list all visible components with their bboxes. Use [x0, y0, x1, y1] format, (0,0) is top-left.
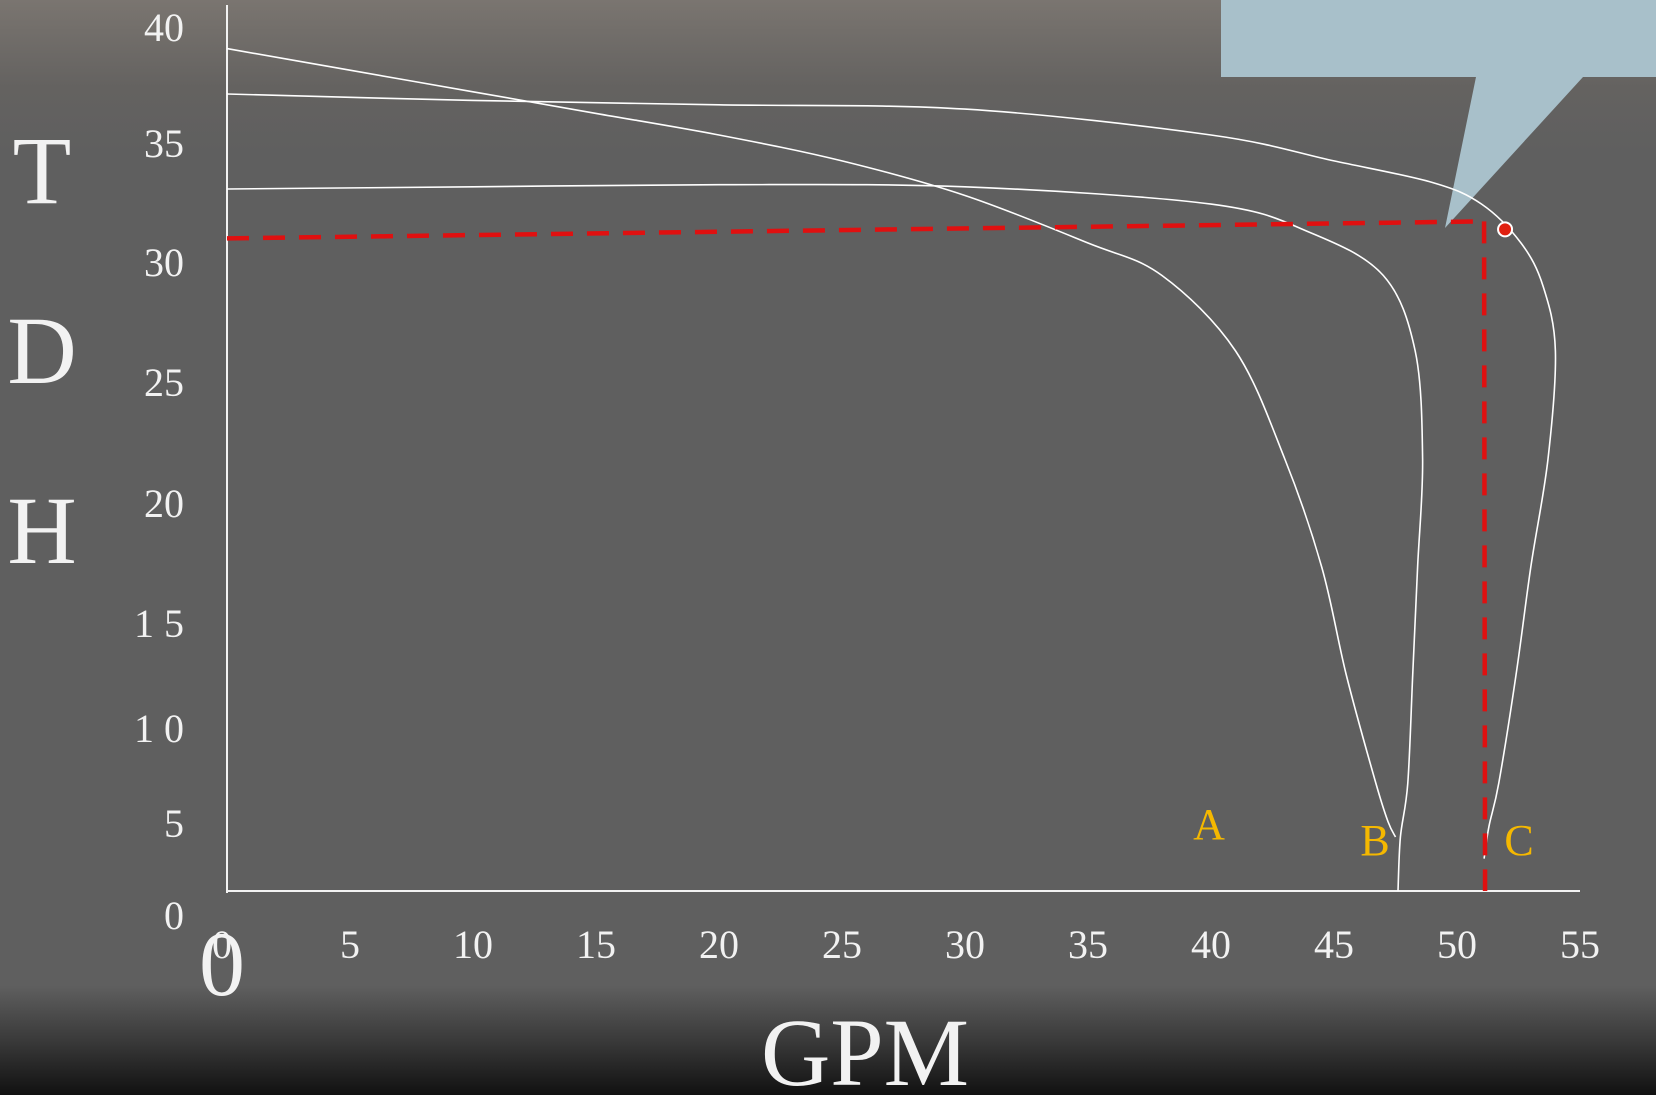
- x-tick-label: 25: [822, 922, 862, 967]
- x-tick-label: 45: [1314, 922, 1354, 967]
- series-label-b: B: [1360, 816, 1389, 865]
- x-tick-label: 10: [453, 922, 493, 967]
- operating-guides: [226, 219, 1514, 892]
- x-tick-label: 15: [576, 922, 616, 967]
- y-tick-label: 40: [144, 5, 184, 50]
- y-tick-label: 25: [144, 360, 184, 405]
- curve-b: [226, 183, 1424, 892]
- y-tick-label: 1 5: [134, 601, 184, 646]
- y-tick-label: 5: [164, 801, 184, 846]
- pump-curves: [226, 47, 1557, 892]
- x-tick-label: 30: [945, 922, 985, 967]
- x-tick-label: 5: [340, 922, 360, 967]
- x-tick-label: 50: [1437, 922, 1477, 967]
- callout-bubble: [1221, 0, 1656, 228]
- y-axis-title-letter-h: H: [7, 477, 76, 584]
- series-label-c: C: [1504, 816, 1533, 865]
- y-axis-title-letter-t: T: [13, 117, 72, 224]
- x-tick-label: 55: [1560, 922, 1600, 967]
- origin-zero-label: 0: [199, 913, 245, 1015]
- x-tick-label: 40: [1191, 922, 1231, 967]
- y-tick-label: 20: [144, 481, 184, 526]
- curve-a: [226, 47, 1397, 838]
- y-axis-title-letter-d: D: [7, 297, 76, 404]
- x-tick-label: 20: [699, 922, 739, 967]
- operating-point-horizontal-guide: [226, 219, 1485, 241]
- x-axis-title: GPM: [761, 999, 969, 1095]
- y-tick-label: 30: [144, 240, 184, 285]
- operating-point-marker: [1497, 221, 1514, 238]
- y-tick-label: 35: [144, 121, 184, 166]
- y-tick-labels: 0 5 1 0 1 5 20 25 30 35 40: [134, 5, 184, 938]
- axes: [226, 5, 1580, 893]
- series-labels: A B C: [1193, 800, 1534, 865]
- x-tick-label: 0: [212, 922, 232, 967]
- series-label-a: A: [1193, 800, 1225, 849]
- y-tick-label: 1 0: [134, 706, 184, 751]
- y-tick-label: 0: [164, 893, 184, 938]
- x-tick-label: 35: [1068, 922, 1108, 967]
- x-tick-labels: 0 5 10 15 20 25 30 35 40 45 50 55: [212, 922, 1600, 967]
- curve-c: [226, 93, 1557, 859]
- operating-point-vertical-guide: [1481, 221, 1488, 892]
